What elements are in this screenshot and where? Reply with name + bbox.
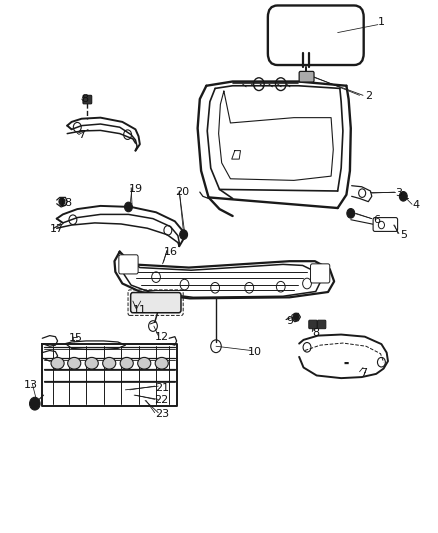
FancyBboxPatch shape [83, 95, 92, 104]
Circle shape [29, 397, 40, 410]
Ellipse shape [67, 358, 81, 369]
FancyBboxPatch shape [308, 320, 316, 329]
Text: 18: 18 [58, 198, 72, 208]
Text: 3: 3 [395, 188, 402, 198]
Text: 7: 7 [360, 368, 367, 378]
Text: 12: 12 [154, 332, 169, 342]
Circle shape [179, 230, 187, 239]
Ellipse shape [51, 358, 64, 369]
Text: 8: 8 [81, 94, 88, 104]
Circle shape [306, 74, 310, 79]
Text: 10: 10 [247, 346, 261, 357]
Circle shape [346, 208, 354, 218]
Text: 4: 4 [412, 200, 419, 211]
Ellipse shape [120, 358, 133, 369]
Text: 1: 1 [377, 17, 384, 27]
Circle shape [124, 202, 132, 212]
FancyBboxPatch shape [119, 255, 138, 274]
Ellipse shape [85, 358, 98, 369]
Text: 13: 13 [23, 379, 37, 390]
Text: 8: 8 [311, 328, 318, 338]
Text: 6: 6 [373, 215, 380, 225]
Text: 2: 2 [364, 91, 371, 101]
Ellipse shape [102, 358, 116, 369]
Circle shape [301, 74, 306, 79]
FancyBboxPatch shape [310, 264, 329, 283]
Circle shape [292, 313, 298, 321]
Text: 21: 21 [154, 383, 169, 393]
Text: 22: 22 [154, 395, 169, 406]
Text: 5: 5 [399, 230, 406, 240]
Text: 16: 16 [163, 247, 177, 256]
Ellipse shape [155, 358, 168, 369]
Ellipse shape [138, 358, 150, 369]
Text: 9: 9 [285, 316, 293, 326]
Text: 11: 11 [133, 305, 147, 315]
FancyBboxPatch shape [317, 320, 325, 329]
FancyBboxPatch shape [298, 71, 313, 82]
Circle shape [399, 191, 406, 201]
Circle shape [59, 198, 65, 205]
Text: 17: 17 [49, 224, 64, 235]
Text: ▬: ▬ [343, 361, 348, 366]
FancyBboxPatch shape [131, 293, 180, 313]
Text: 20: 20 [175, 187, 189, 197]
Text: 15: 15 [69, 333, 83, 343]
Text: 19: 19 [128, 184, 142, 195]
Text: 23: 23 [154, 409, 169, 419]
FancyBboxPatch shape [372, 217, 397, 231]
FancyBboxPatch shape [267, 5, 363, 65]
Text: 7: 7 [78, 130, 85, 140]
